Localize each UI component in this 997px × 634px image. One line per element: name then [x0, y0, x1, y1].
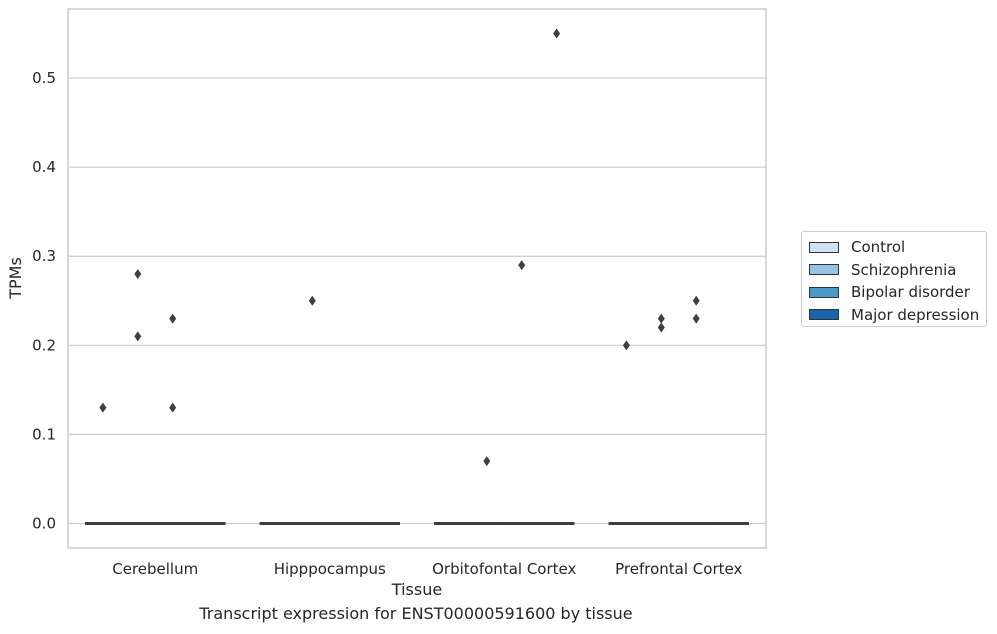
legend-entry: Schizophrenia — [809, 259, 986, 282]
boxes — [85, 522, 749, 525]
chart-caption: Transcript expression for ENST0000059160… — [199, 604, 633, 623]
outlier-point — [99, 402, 107, 413]
y-tick-label: 0.2 — [32, 336, 56, 354]
x-tick-labels: Cerebellum Hipppocampus Orbitofontal Corte… — [112, 560, 742, 578]
outlier-point — [483, 456, 491, 467]
outlier-point — [134, 331, 142, 342]
y-tick-label: 0.5 — [32, 69, 56, 87]
y-tick-labels: 0.0 0.1 0.2 0.3 0.4 0.5 — [32, 69, 56, 532]
legend: Control Schizophrenia Bipolar disorder Majo… — [801, 231, 987, 327]
plot-frame — [67, 8, 767, 549]
legend-entry: Major depression — [809, 304, 986, 327]
x-tick-label: Prefrontal Cortex — [615, 560, 742, 578]
legend-label: Schizophrenia — [851, 260, 957, 279]
x-tick-label: Cerebellum — [112, 560, 198, 578]
outlier-point — [308, 295, 316, 306]
outlier-point — [134, 269, 142, 280]
legend-swatch — [809, 286, 839, 298]
y-tick-label: 0.4 — [32, 158, 56, 176]
legend-label: Bipolar disorder — [851, 283, 970, 302]
outlier-point — [657, 322, 665, 333]
y-tick-label: 0.1 — [32, 425, 56, 443]
legend-entry: Bipolar disorder — [809, 281, 986, 304]
outlier-point — [692, 295, 700, 306]
y-axis-label: TPMs — [6, 257, 25, 300]
x-tick-label: Hipppocampus — [274, 560, 386, 578]
legend-swatch — [809, 264, 839, 276]
outlier-point — [622, 340, 630, 351]
outlier-point — [169, 402, 177, 413]
y-tick-label: 0.3 — [32, 247, 56, 265]
legend-swatch — [809, 309, 839, 321]
plot-background — [68, 9, 766, 548]
outlier-point — [657, 313, 665, 324]
x-tick-label: Orbitofontal Cortex — [432, 560, 576, 578]
outlier-point — [692, 313, 700, 324]
x-axis-label: Tissue — [391, 580, 442, 599]
legend-entry: Control — [809, 236, 986, 259]
outlier-point — [553, 28, 561, 39]
y-tick-label: 0.0 — [32, 515, 56, 533]
legend-label: Major depression — [851, 305, 980, 324]
legend-swatch — [809, 241, 839, 253]
outlier-point — [518, 260, 526, 271]
outlier-point — [169, 313, 177, 324]
legend-label: Control — [851, 238, 906, 257]
outlier-points — [99, 28, 700, 467]
